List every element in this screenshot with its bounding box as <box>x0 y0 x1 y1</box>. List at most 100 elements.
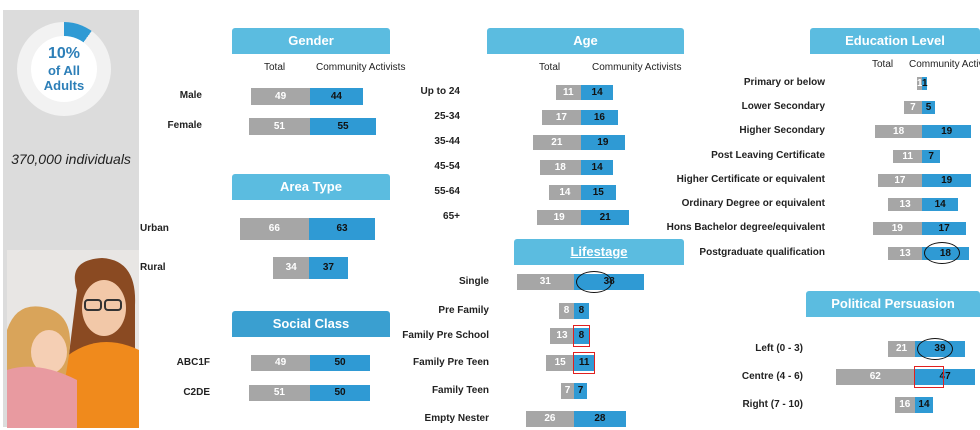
life-activists-bar: 7 <box>574 383 587 399</box>
age-activists-bar: 16 <box>581 109 618 125</box>
age-category-label: 65+ <box>443 211 460 222</box>
edu-category-label: Hons Bachelor degree/equivalent <box>666 222 825 233</box>
edu-category-label: Higher Certificate or equivalent <box>676 174 825 185</box>
age-total-bar: 14 <box>548 184 581 200</box>
age-total-bar: 19 <box>537 209 581 225</box>
social-activists-bar: 50 <box>310 385 370 401</box>
edu-total-bar: 11 <box>893 149 922 163</box>
age-total-bar: 21 <box>532 134 581 150</box>
age-header: Age <box>487 28 684 54</box>
area-total-bar: 66 <box>239 218 309 240</box>
life-total-bar: 31 <box>516 274 574 290</box>
edu-activists-bar: 14 <box>922 197 959 211</box>
gender-activists-label: Community Activists <box>316 62 406 73</box>
gender-total-label: Total <box>264 62 286 73</box>
life-category-label: Family Pre Teen <box>413 357 489 368</box>
edu-category-label: Ordinary Degree or equivalent <box>681 198 825 209</box>
edu-total-bar: 19 <box>872 221 922 235</box>
area-type-header: Area Type <box>232 174 390 200</box>
summary-panel: 10% of All Adults 370,000 individuals <box>3 10 139 428</box>
social-total-bar: 51 <box>248 385 310 401</box>
social-total-bar: 49 <box>251 355 310 371</box>
individuals-count: 370,000 individuals <box>11 151 131 167</box>
pol-highlight-circle <box>917 338 953 360</box>
pol-highlight-box <box>914 366 944 388</box>
age-category-label: 35-44 <box>434 136 460 147</box>
life-total-bar: 26 <box>525 411 574 427</box>
life-activists-bar: 8 <box>574 303 589 319</box>
edu-category-label: Post Leaving Certificate <box>711 150 825 161</box>
life-total-bar: 7 <box>561 383 574 399</box>
age-activists-bar: 21 <box>581 209 630 225</box>
edu-activists-bar: 19 <box>922 124 972 138</box>
edu-category-label: Lower Secondary <box>741 101 825 112</box>
life-highlight-box <box>573 352 596 374</box>
donut-chart: 10% of All Adults <box>17 22 111 116</box>
area-activists-bar: 37 <box>309 257 348 279</box>
lifestage-title: Lifestage <box>570 244 628 259</box>
life-highlight-circle <box>576 271 612 293</box>
gender-activists-bar: 55 <box>310 117 376 135</box>
edu-activists-bar: 19 <box>922 173 972 187</box>
life-category-label: Family Teen <box>431 385 489 396</box>
age-activists-bar: 14 <box>581 159 614 175</box>
age-activists-label: Community Activists <box>592 62 682 73</box>
gender-total-bar: 49 <box>251 87 310 105</box>
age-activists-bar: 15 <box>581 184 616 200</box>
pol-category-label: Right (7 - 10) <box>742 399 803 410</box>
gender-header: Gender <box>232 28 390 54</box>
edu-total-bar: 7 <box>903 100 922 114</box>
donut-percentage: 10% <box>47 45 81 62</box>
edu-total-bar: 1 <box>917 76 923 90</box>
life-total-bar: 13 <box>549 328 574 344</box>
age-category-label: 45-54 <box>434 161 460 172</box>
edu-total-bar: 13 <box>888 246 922 260</box>
age-activists-bar: 14 <box>581 84 614 100</box>
age-total-bar: 11 <box>555 84 581 100</box>
social-class-header: Social Class <box>232 311 390 337</box>
pol-activists-bar: 47 <box>915 369 976 385</box>
life-total-bar: 15 <box>546 355 574 371</box>
social-category-label: ABC1F <box>176 357 210 368</box>
pol-category-label: Left (0 - 3) <box>755 343 803 354</box>
edu-category-label: Higher Secondary <box>739 125 825 136</box>
age-category-label: 25-34 <box>434 111 460 122</box>
edu-category-label: Postgraduate qualification <box>699 247 825 258</box>
life-highlight-box <box>573 325 590 347</box>
gender-category-label: Male <box>179 90 202 101</box>
area-category-label: Urban <box>140 223 169 234</box>
life-category-label: Pre Family <box>438 305 489 316</box>
political-header: Political Persuasion <box>806 291 980 317</box>
mother-daughter-photo <box>7 250 139 428</box>
life-category-label: Single <box>458 276 489 287</box>
social-category-label: C2DE <box>183 387 210 398</box>
edu-category-label: Primary or below <box>743 77 825 88</box>
education-header: Education Level <box>810 28 980 54</box>
edu-highlight-circle <box>924 242 960 264</box>
edu-activists-bar: 5 <box>922 100 935 114</box>
gender-category-label: Female <box>167 120 202 131</box>
edu-total-bar: 18 <box>875 124 922 138</box>
gender-activists-bar: 44 <box>310 87 363 105</box>
age-category-label: Up to 24 <box>420 86 460 97</box>
area-category-label: Rural <box>140 262 166 273</box>
pol-category-label: Centre (4 - 6) <box>741 371 803 382</box>
edu-activists-bar: 7 <box>922 149 941 163</box>
age-total-label: Total <box>539 62 561 73</box>
life-total-bar: 8 <box>559 303 574 319</box>
pol-total-bar: 16 <box>894 397 915 413</box>
pol-total-bar: 21 <box>888 341 915 357</box>
age-total-bar: 18 <box>539 159 581 175</box>
lifestage-header: Lifestage <box>514 239 684 265</box>
age-total-bar: 17 <box>541 109 581 125</box>
social-activists-bar: 50 <box>310 355 370 371</box>
edu-activists-bar: 17 <box>922 221 967 235</box>
edu-activists-bar: 1 <box>922 76 928 90</box>
age-category-label: 55-64 <box>434 186 460 197</box>
pol-activists-bar: 14 <box>915 397 933 413</box>
donut-label-line2: Adults <box>43 78 85 93</box>
edu-total-bar: 13 <box>888 197 922 211</box>
life-category-label: Family Pre School <box>402 330 489 341</box>
life-activists-bar: 28 <box>574 411 626 427</box>
education-total-label: Total <box>872 59 894 70</box>
